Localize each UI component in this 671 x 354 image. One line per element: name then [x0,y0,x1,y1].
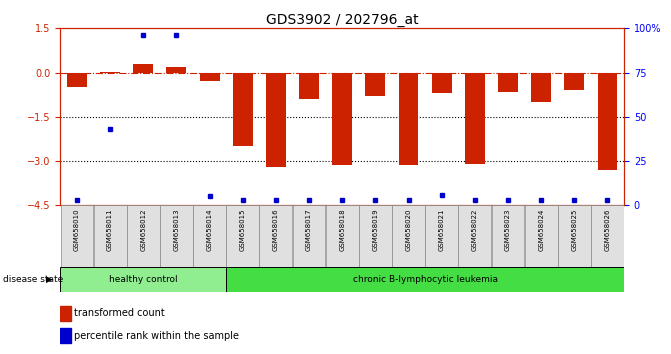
FancyBboxPatch shape [425,205,458,267]
Text: GSM658017: GSM658017 [306,209,312,251]
FancyBboxPatch shape [193,205,226,267]
Bar [431,73,452,93]
Text: GSM658013: GSM658013 [173,209,179,251]
Text: ▶: ▶ [46,275,52,284]
Bar [299,73,319,99]
FancyBboxPatch shape [260,205,293,267]
Bar [60,328,70,343]
FancyBboxPatch shape [591,205,624,267]
Text: transformed count: transformed count [74,308,165,318]
Bar [67,73,87,87]
FancyBboxPatch shape [392,205,425,267]
Bar [465,73,484,164]
Text: GSM658021: GSM658021 [439,209,445,251]
Text: GSM658026: GSM658026 [605,209,611,251]
Bar [366,73,385,96]
FancyBboxPatch shape [60,267,226,292]
FancyBboxPatch shape [293,205,325,267]
Bar [597,73,617,170]
FancyBboxPatch shape [492,205,525,267]
Bar [100,72,120,73]
FancyBboxPatch shape [558,205,590,267]
FancyBboxPatch shape [326,205,358,267]
Text: chronic B-lymphocytic leukemia: chronic B-lymphocytic leukemia [352,275,498,284]
Text: GSM658020: GSM658020 [405,209,411,251]
FancyBboxPatch shape [525,205,558,267]
Text: healthy control: healthy control [109,275,178,284]
Text: GSM658010: GSM658010 [74,209,80,251]
Title: GDS3902 / 202796_at: GDS3902 / 202796_at [266,13,419,27]
Text: GSM658015: GSM658015 [240,209,246,251]
Text: GSM658019: GSM658019 [372,209,378,251]
FancyBboxPatch shape [226,205,259,267]
FancyBboxPatch shape [458,205,491,267]
Text: GSM658011: GSM658011 [107,209,113,251]
Text: GSM658022: GSM658022 [472,209,478,251]
Bar [498,73,518,92]
Bar [399,73,419,166]
Text: GSM658024: GSM658024 [538,209,544,251]
Text: GSM658018: GSM658018 [340,209,345,251]
Bar [166,67,187,73]
Text: GSM658012: GSM658012 [140,209,146,251]
FancyBboxPatch shape [94,205,127,267]
FancyBboxPatch shape [60,205,93,267]
Text: GSM658025: GSM658025 [571,209,577,251]
Bar [60,306,70,321]
Bar [233,73,253,146]
Text: percentile rank within the sample: percentile rank within the sample [74,331,240,341]
Text: GSM658023: GSM658023 [505,209,511,251]
Bar [200,73,219,81]
Text: GSM658016: GSM658016 [273,209,279,251]
Bar [332,73,352,166]
Bar [564,73,584,90]
Bar [531,73,551,102]
Bar [266,73,286,167]
FancyBboxPatch shape [359,205,392,267]
Text: GSM658014: GSM658014 [207,209,213,251]
FancyBboxPatch shape [160,205,193,267]
Text: disease state: disease state [3,275,64,284]
Bar [134,64,153,73]
FancyBboxPatch shape [127,205,160,267]
FancyBboxPatch shape [226,267,624,292]
